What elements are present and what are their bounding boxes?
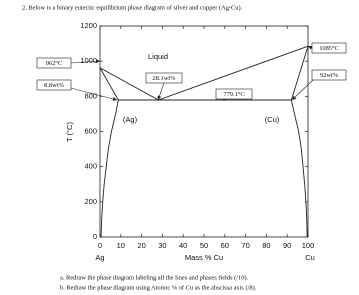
phase-boundary	[99, 45, 309, 101]
arrow-head	[157, 95, 162, 100]
annotation: 1085°C	[319, 45, 339, 52]
annotation-box	[311, 42, 347, 54]
x-tick-label: 90	[283, 241, 291, 250]
x-end-label: Cu	[305, 253, 315, 262]
x-tick-label: 50	[200, 241, 208, 250]
annotation: 8.8wt%	[44, 82, 64, 89]
annotation: 962°C	[46, 60, 62, 67]
y-tick-label: 800	[84, 91, 97, 100]
y-tick-label: 200	[84, 197, 97, 206]
y-tick-label: 400	[84, 162, 97, 171]
annotation-box	[36, 57, 72, 69]
x-tick-label: 30	[158, 241, 166, 250]
x-end-label: Ag	[95, 253, 104, 262]
x-tick-label: 70	[241, 241, 249, 250]
x-tick-label: 80	[262, 241, 270, 250]
phase-boundary	[290, 99, 308, 238]
x-tick-label: 20	[137, 241, 145, 250]
annotation: 92wt%	[320, 72, 339, 79]
y-tick-label: 0	[93, 232, 97, 241]
y-tick-label: 1000	[80, 56, 97, 65]
x-tick-label: 0	[98, 241, 102, 250]
phase-boundary	[99, 67, 119, 101]
annotation-box	[215, 88, 253, 100]
x-tick-label: 100	[302, 241, 315, 250]
y-tick-label: 1200	[80, 21, 97, 30]
phase-boundary	[290, 46, 309, 101]
task: a. Redraw the phase diagram labeling all…	[60, 274, 249, 281]
annotation-arrow	[291, 79, 314, 101]
phase-boundary	[100, 99, 119, 238]
y-tick-label: 600	[84, 126, 97, 135]
x-tick-label: 10	[117, 241, 125, 250]
arrow-head	[292, 95, 297, 100]
annotation-box	[311, 69, 347, 81]
phase-label: (Cu)	[265, 115, 280, 124]
annotation-box	[145, 72, 183, 84]
x-tick-label: 40	[179, 241, 187, 250]
annotation-box	[36, 79, 72, 91]
phase-label: (Ag)	[123, 115, 138, 124]
arrow-head	[95, 59, 100, 64]
question: 2. Below is a binary eutectic equilibriu…	[22, 4, 243, 11]
task: b. Redraw the phase diagram using Atomic…	[60, 284, 257, 291]
annotation-arrow	[70, 60, 101, 64]
annotation: 28.1wt%	[153, 75, 177, 82]
arrow-head	[308, 46, 313, 50]
x-axis-label: Mass % Cu	[185, 253, 223, 262]
annotation-arrow	[70, 87, 118, 101]
phase-label: Liquid	[148, 52, 168, 61]
arrow-head	[112, 97, 117, 101]
x-tick-label: 60	[221, 241, 229, 250]
y-axis-label: T (°C)	[65, 122, 74, 142]
annotation: 779.1°C	[223, 91, 244, 98]
